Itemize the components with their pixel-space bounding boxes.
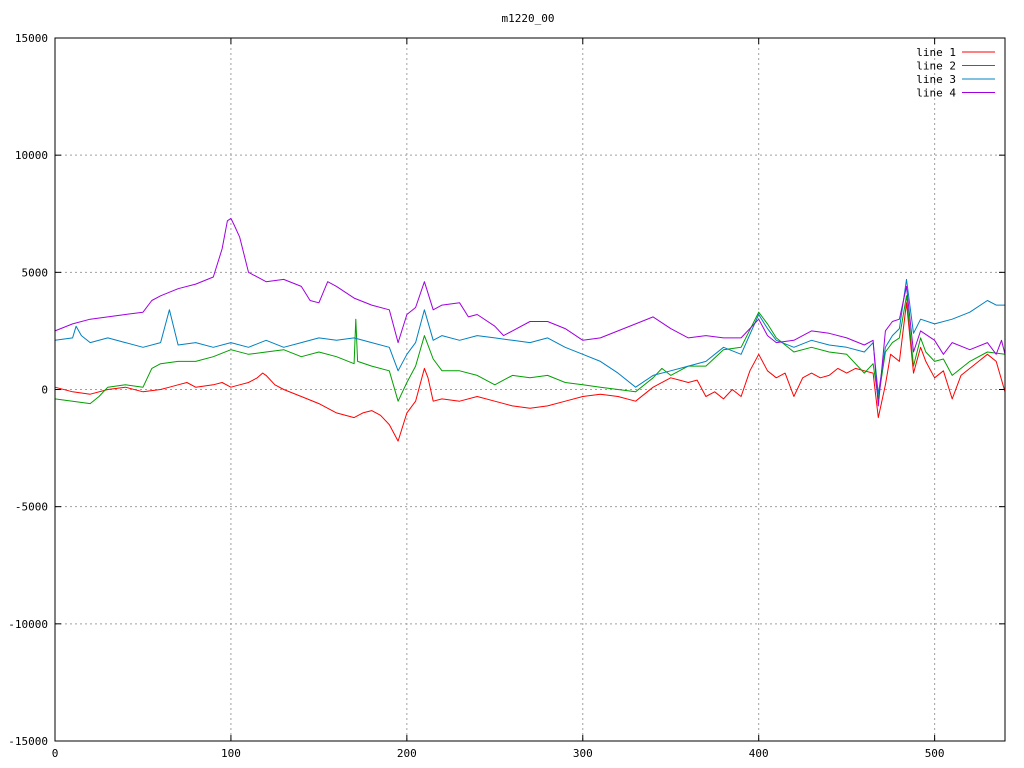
series-line-3 bbox=[54, 278, 1005, 395]
y-tick-label: 5000 bbox=[22, 266, 49, 279]
y-tick-label: 10000 bbox=[15, 149, 48, 162]
x-tick-label: 300 bbox=[573, 747, 593, 760]
y-tick-label: -15000 bbox=[8, 735, 48, 748]
series-line-2 bbox=[54, 295, 1006, 405]
x-tick-label: 400 bbox=[749, 747, 769, 760]
x-tick-label: 500 bbox=[925, 747, 945, 760]
legend-label-1: line 1 bbox=[916, 46, 956, 59]
x-tick-label: 0 bbox=[52, 747, 59, 760]
legend-label-3: line 3 bbox=[916, 73, 956, 86]
x-tick-label: 100 bbox=[221, 747, 241, 760]
y-tick-label: -10000 bbox=[8, 618, 48, 631]
grid bbox=[55, 38, 1005, 741]
y-tick-label: -5000 bbox=[15, 501, 48, 514]
series-lines bbox=[54, 217, 1006, 442]
series-line-1 bbox=[54, 302, 1006, 442]
x-tick-label: 200 bbox=[397, 747, 417, 760]
y-tick-label: 15000 bbox=[15, 32, 48, 45]
legend-label-4: line 4 bbox=[916, 87, 956, 100]
axis-ticks: 0 100 200 300 400 500 -15000 -10000 -5000 0 5000 10… bbox=[8, 32, 1005, 760]
legend-label-2: line 2 bbox=[916, 60, 956, 73]
series-line-4 bbox=[54, 217, 1006, 407]
y-tick-label: 0 bbox=[41, 384, 48, 397]
chart-title: m1220_00 bbox=[502, 12, 555, 25]
